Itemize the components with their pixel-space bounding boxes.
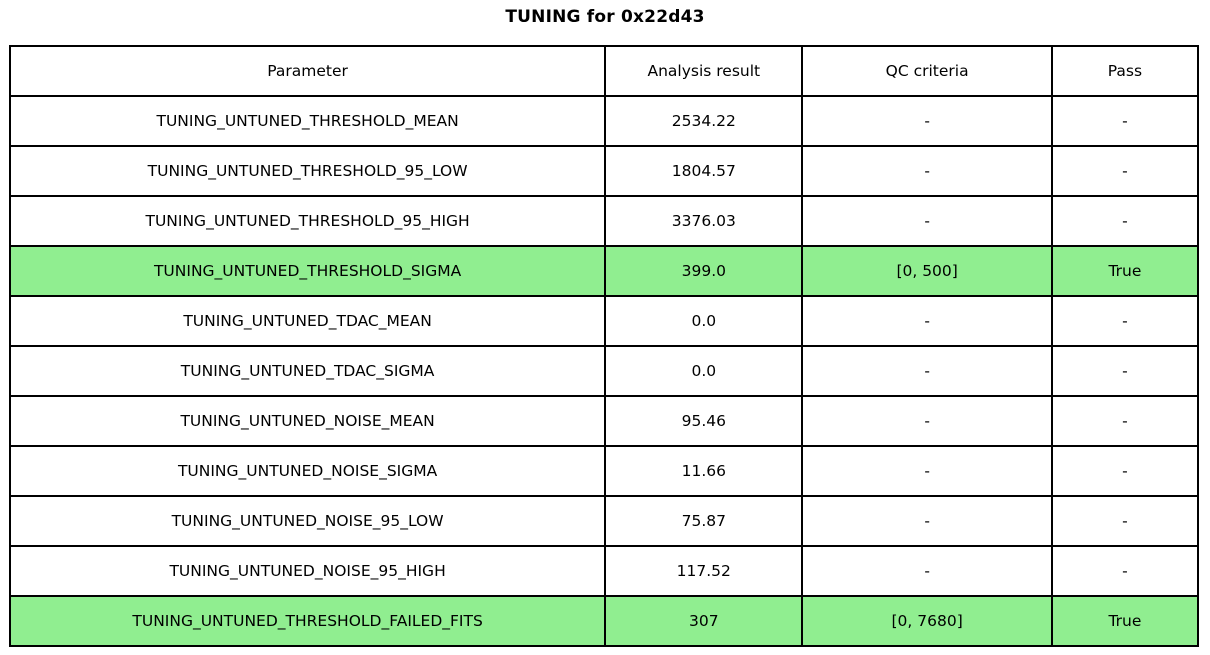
table-row: TUNING_UNTUNED_THRESHOLD_95_HIGH 3376.03-…	[8, 195, 1200, 247]
cell-parameter: TUNING_UNTUNED_THRESHOLD_95_LOW	[8, 145, 607, 197]
cell-parameter: TUNING_UNTUNED_NOISE_95_LOW	[8, 495, 607, 547]
cell-pass: True	[1050, 595, 1200, 647]
cell-pass: -	[1050, 195, 1200, 247]
cell-qc-criteria: [0, 500]	[801, 245, 1053, 297]
cell-analysis-result: 3376.03	[604, 195, 804, 247]
cell-analysis-result: 307	[604, 595, 804, 647]
header-qc-criteria: QC criteria	[801, 45, 1053, 97]
cell-parameter: TUNING_UNTUNED_TDAC_MEAN	[8, 295, 607, 347]
table-row: TUNING_UNTUNED_NOISE_MEAN 95.46- -	[8, 395, 1200, 447]
cell-pass: -	[1050, 95, 1200, 147]
cell-analysis-result: 0.0	[604, 295, 804, 347]
cell-analysis-result: 75.87	[604, 495, 804, 547]
cell-pass: -	[1050, 545, 1200, 597]
table-row: TUNING_UNTUNED_NOISE_95_LOW 75.87- -	[8, 495, 1200, 547]
cell-qc-criteria: -	[801, 145, 1053, 197]
cell-qc-criteria: -	[801, 545, 1053, 597]
cell-pass: -	[1050, 295, 1200, 347]
cell-parameter: TUNING_UNTUNED_NOISE_95_HIGH	[8, 545, 607, 597]
table-row: TUNING_UNTUNED_THRESHOLD_FAILED_FITS 307[…	[8, 595, 1200, 647]
table-row: TUNING_UNTUNED_NOISE_SIGMA 11.66- -	[8, 445, 1200, 497]
cell-parameter: TUNING_UNTUNED_THRESHOLD_SIGMA	[8, 245, 607, 297]
table-row: TUNING_UNTUNED_THRESHOLD_95_LOW 1804.57- -	[8, 145, 1200, 197]
table-header: Parameter Analysis result QC criteria Pa…	[8, 45, 1200, 97]
cell-pass: -	[1050, 445, 1200, 497]
cell-parameter: TUNING_UNTUNED_NOISE_MEAN	[8, 395, 607, 447]
cell-parameter: TUNING_UNTUNED_NOISE_SIGMA	[8, 445, 607, 497]
cell-qc-criteria: -	[801, 445, 1053, 497]
qc-table: Parameter Analysis result QC criteria Pa…	[8, 45, 1200, 647]
cell-qc-criteria: -	[801, 195, 1053, 247]
cell-analysis-result: 11.66	[604, 445, 804, 497]
table-row: TUNING_UNTUNED_TDAC_MEAN 0.0- -	[8, 295, 1200, 347]
table-row: TUNING_UNTUNED_THRESHOLD_MEAN 2534.22- -	[8, 95, 1200, 147]
cell-analysis-result: 95.46	[604, 395, 804, 447]
cell-parameter: TUNING_UNTUNED_THRESHOLD_MEAN	[8, 95, 607, 147]
header-pass: Pass	[1050, 45, 1200, 97]
table-row: TUNING_UNTUNED_NOISE_95_HIGH 117.52- -	[8, 545, 1200, 597]
cell-qc-criteria: -	[801, 395, 1053, 447]
cell-analysis-result: 117.52	[604, 545, 804, 597]
table-row: TUNING_UNTUNED_THRESHOLD_SIGMA 399.0 [0, 5…	[8, 245, 1200, 297]
cell-parameter: TUNING_UNTUNED_THRESHOLD_FAILED_FITS	[8, 595, 607, 647]
table-row: TUNING_UNTUNED_TDAC_SIGMA 0.0- -	[8, 345, 1200, 397]
cell-pass: -	[1050, 395, 1200, 447]
header-row: Parameter Analysis result QC criteria Pa…	[8, 45, 1200, 97]
cell-qc-criteria: [0, 7680]	[801, 595, 1053, 647]
cell-analysis-result: 0.0	[604, 345, 804, 397]
cell-qc-criteria: -	[801, 495, 1053, 547]
cell-analysis-result: 399.0	[604, 245, 804, 297]
cell-qc-criteria: -	[801, 95, 1053, 147]
cell-parameter: TUNING_UNTUNED_TDAC_SIGMA	[8, 345, 607, 397]
cell-parameter: TUNING_UNTUNED_THRESHOLD_95_HIGH	[8, 195, 607, 247]
header-parameter: Parameter	[8, 45, 607, 97]
cell-qc-criteria: -	[801, 295, 1053, 347]
cell-analysis-result: 2534.22	[604, 95, 804, 147]
cell-analysis-result: 1804.57	[604, 145, 804, 197]
chart-title: TUNING for 0x22d43	[505, 7, 705, 27]
cell-pass: -	[1050, 495, 1200, 547]
cell-pass: True	[1050, 245, 1200, 297]
cell-pass: -	[1050, 345, 1200, 397]
cell-pass: -	[1050, 145, 1200, 197]
table-body: TUNING_UNTUNED_THRESHOLD_MEAN 2534.22- - TU…	[8, 95, 1200, 647]
cell-qc-criteria: -	[801, 345, 1053, 397]
header-analysis-result: Analysis result	[604, 45, 804, 97]
